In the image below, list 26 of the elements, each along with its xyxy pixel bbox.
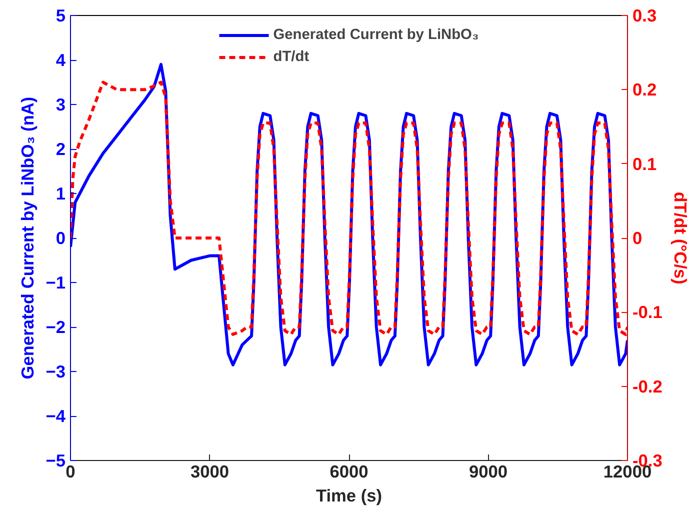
y-tick-label: −5 [46, 450, 66, 470]
y-axis-title: Generated Current by LiNbO₃ (nA) [18, 96, 38, 380]
y-tick-label: 2 [56, 139, 66, 159]
y2-tick-label: 0.2 [632, 80, 657, 100]
y2-tick-label: 0.1 [632, 154, 657, 174]
y2-tick-label: -0.1 [632, 302, 663, 322]
legend-label: Generated Current by LiNbO₃ [273, 27, 479, 43]
x-tick-label: 6000 [330, 462, 368, 482]
legend-label: dT/dt [273, 49, 310, 65]
y-tick-label: −1 [46, 272, 66, 292]
y-tick-label: 3 [56, 94, 66, 114]
x-axis-title: Time (s) [316, 486, 382, 506]
y-tick-label: 0 [56, 228, 66, 248]
y-tick-label: −3 [46, 362, 66, 382]
y-tick-label: 4 [56, 50, 66, 70]
y2-tick-label: -0.2 [632, 376, 662, 396]
y2-tick-label: 0 [632, 228, 642, 248]
x-tick-label: 9000 [468, 462, 508, 482]
y2-tick-label: 0.3 [632, 6, 657, 26]
y-tick-label: −4 [46, 406, 66, 426]
line-series [70, 80, 628, 336]
x-tick-label: 3000 [190, 462, 230, 482]
y-tick-label: −2 [46, 317, 66, 337]
y-tick-label: 1 [56, 184, 66, 204]
y2-axis-title: dT/dt (°C/s) [670, 192, 690, 284]
y-tick-label: 5 [56, 6, 66, 26]
